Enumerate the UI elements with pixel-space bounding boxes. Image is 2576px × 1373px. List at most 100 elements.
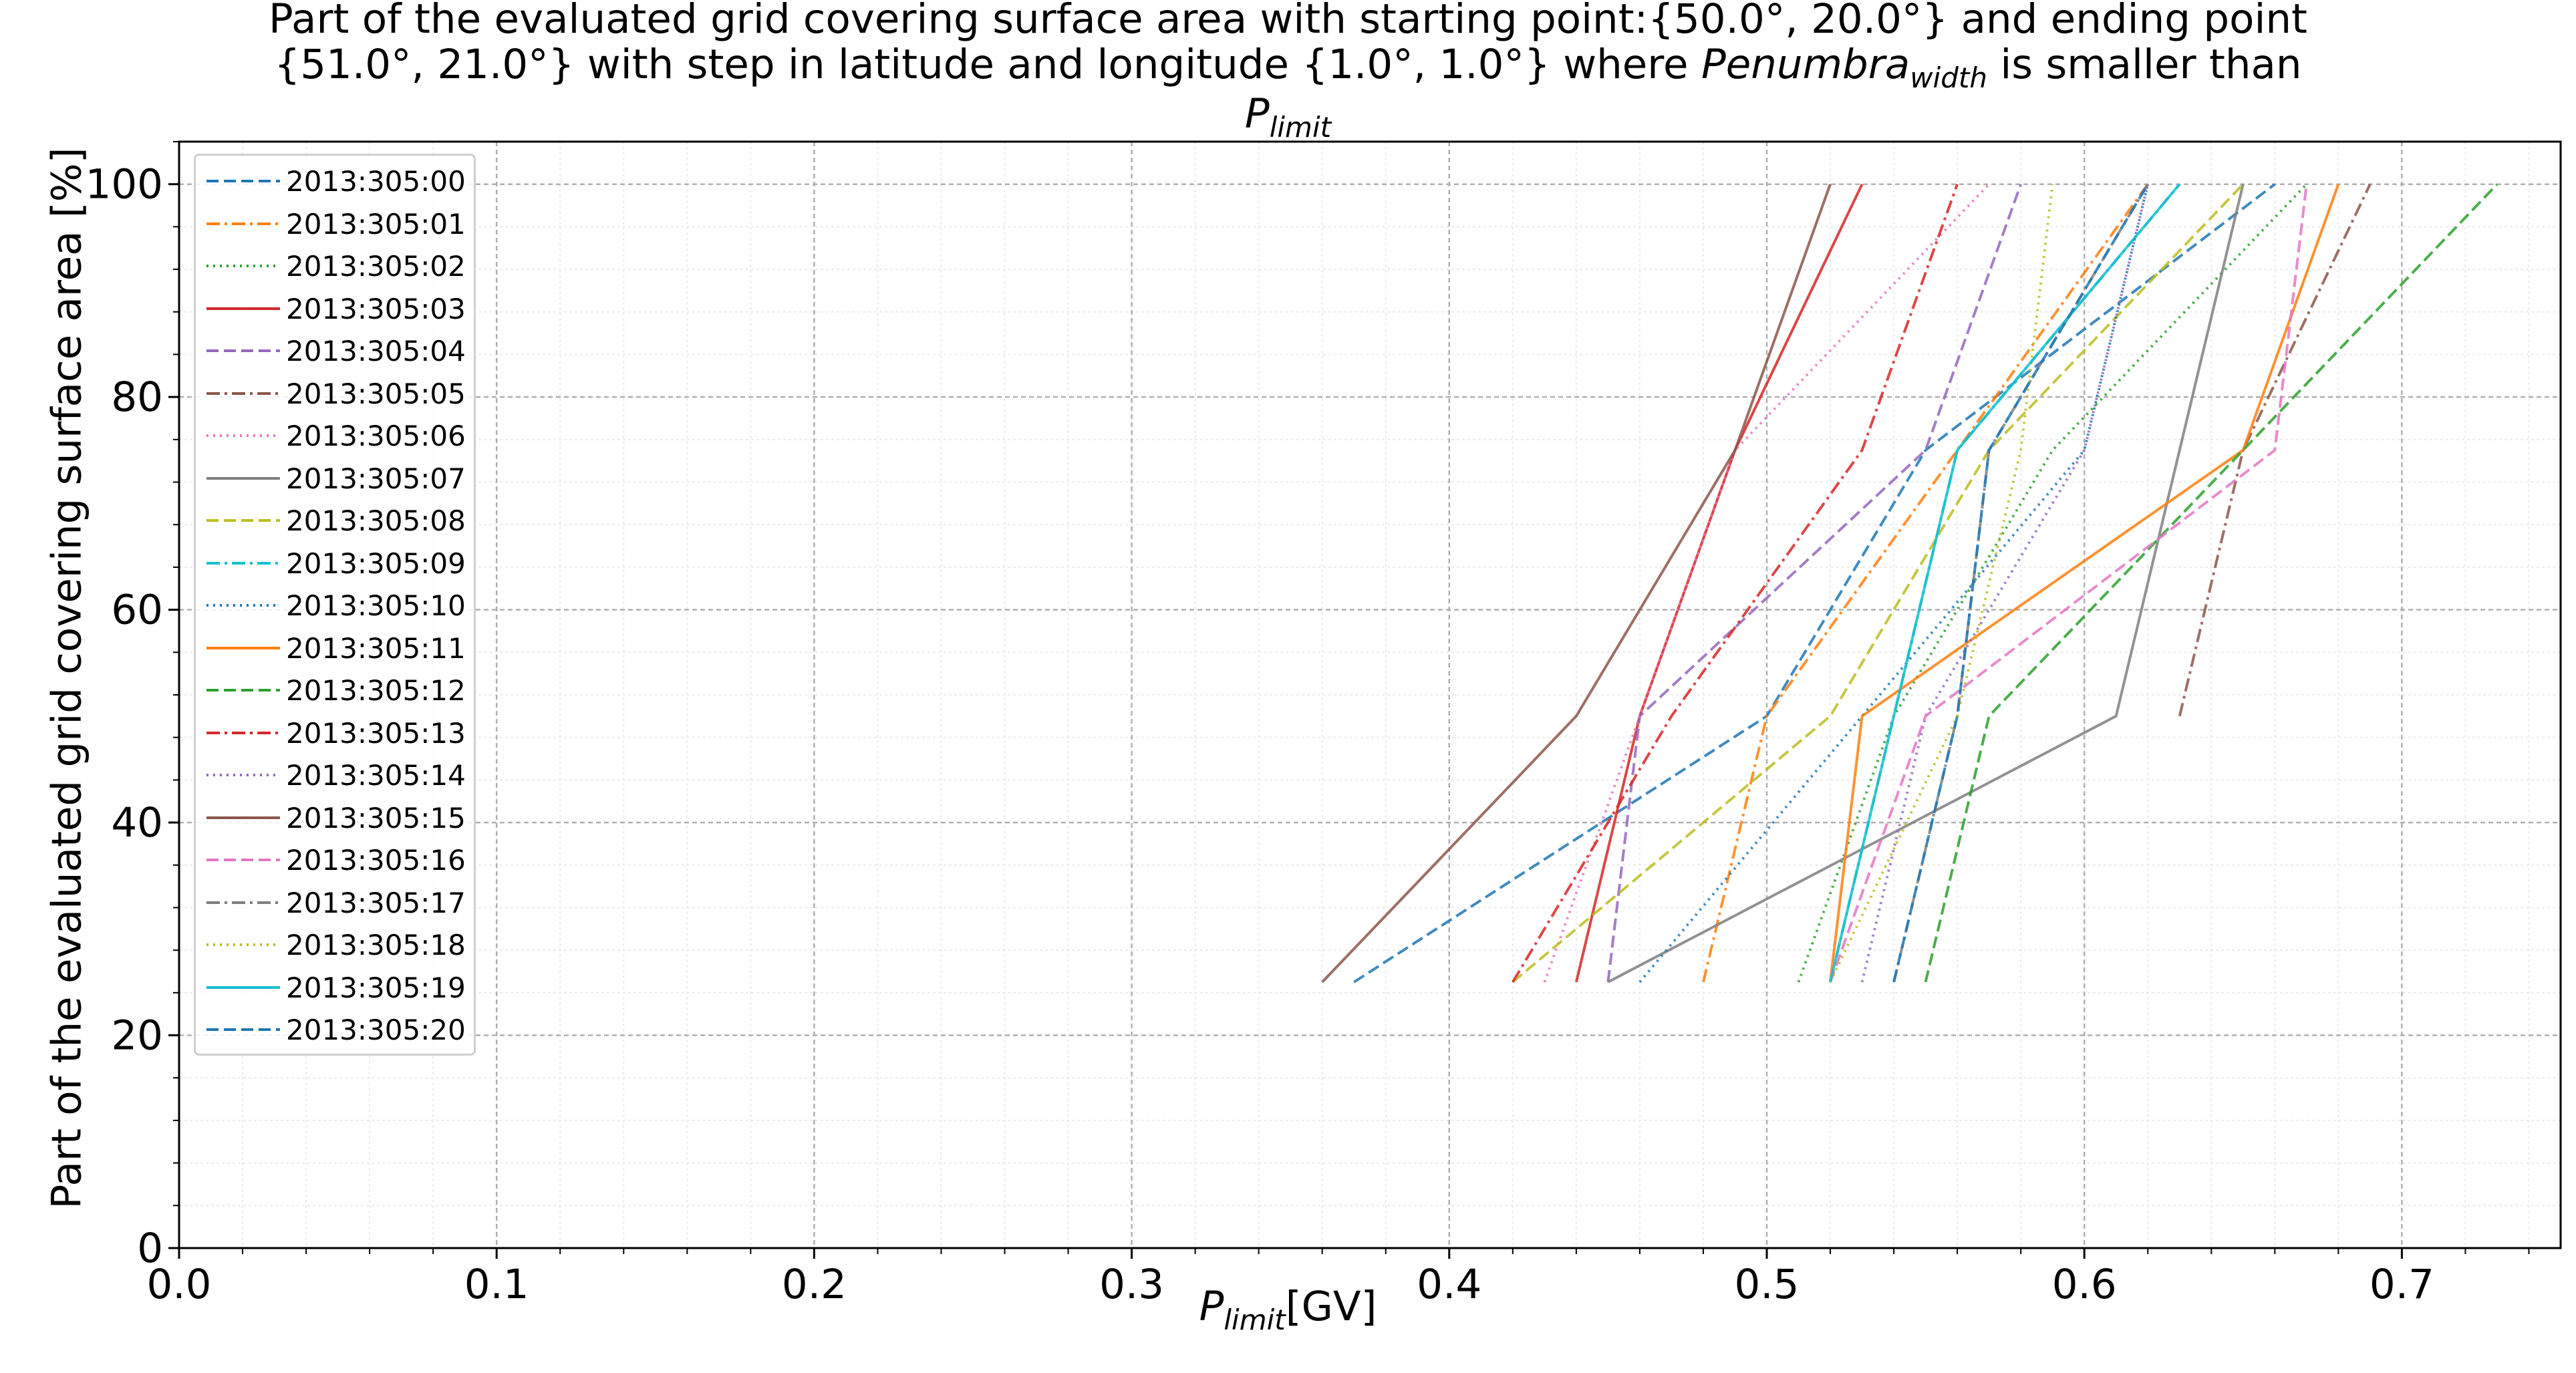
legend-swatch [206, 519, 280, 522]
series-line-2013-305-03 [1574, 183, 1864, 983]
legend-label: 2013:305:04 [286, 335, 466, 367]
axis-ticks: 0.0 0.1 0.2 0.3 0.4 0.5 0.6 0.7 0 20 40 60 80 100 [86, 141, 2530, 1308]
legend-item: 2013:305:05 [196, 373, 474, 414]
legend-swatch [206, 1028, 280, 1031]
chart-title-p: P [1244, 90, 1270, 138]
legend-label: 2013:305:19 [286, 971, 466, 1004]
legend-item: 2013:305:01 [196, 204, 474, 244]
legend: 2013:305:00 2013:305:01 2013:305:02 2013:30… [194, 154, 476, 1056]
legend-label: 2013:305:00 [286, 165, 466, 198]
legend-swatch [206, 646, 280, 649]
plot-frame [178, 140, 2562, 1249]
legend-label: 2013:305:14 [286, 759, 466, 792]
legend-label: 2013:305:03 [286, 292, 466, 325]
series-line-2013-305-01 [1702, 183, 2149, 983]
legend-swatch [206, 265, 280, 267]
chart-title-line-2-text: {51.0°, 21.0°} with step in latitude and… [274, 41, 1701, 88]
legend-item: 2013:305:13 [196, 713, 474, 753]
legend-item: 2013:305:17 [196, 883, 474, 923]
legend-label: 2013:305:09 [286, 547, 466, 580]
x-axis-label-p: P [1199, 1283, 1224, 1330]
legend-swatch [206, 901, 280, 904]
y-tick-label: 60 [111, 587, 163, 634]
series-line-2013-305-08 [1512, 183, 2245, 983]
x-tick-label: 0.2 [782, 1261, 847, 1308]
legend-item: 2013:305:07 [196, 458, 474, 498]
series-line-2013-305-07 [1607, 184, 2245, 983]
chart-title-penumbra: Penumbra [1701, 41, 1910, 88]
legend-label: 2013:305:13 [286, 716, 466, 750]
legend-item: 2013:305:04 [196, 331, 474, 371]
chart-title-line-3: Plimit [0, 91, 2576, 151]
series-line-2013-305-13 [1512, 184, 1959, 983]
legend-item: 2013:305:08 [196, 500, 474, 541]
legend-label: 2013:305:02 [286, 250, 466, 283]
chart-title-line-1: Part of the evaluated grid covering surf… [269, 0, 2307, 43]
legend-swatch [206, 180, 280, 182]
series-line-2013-305-00 [1353, 183, 2276, 983]
legend-swatch [206, 392, 280, 395]
major-grid [178, 142, 2561, 1249]
legend-item: 2013:305:14 [196, 755, 474, 795]
chart-title-line-2-end: is smaller than [1987, 41, 2302, 88]
legend-item: 2013:305:15 [196, 798, 474, 838]
series-line-2013-305-10 [1638, 184, 2150, 983]
y-tick-label: 100 [86, 161, 163, 208]
legend-swatch [206, 774, 280, 776]
legend-label: 2013:305:17 [286, 886, 466, 919]
legend-swatch [206, 943, 280, 946]
series-line-2013-305-20 [1892, 183, 2149, 983]
legend-item: 2013:305:19 [196, 967, 474, 1008]
legend-item: 2013:305:20 [196, 1010, 474, 1050]
series-line-2013-305-18 [1829, 184, 2054, 983]
legend-item: 2013:305:11 [196, 628, 474, 668]
legend-item: 2013:305:03 [196, 289, 474, 329]
legend-swatch [206, 985, 280, 989]
legend-item: 2013:305:18 [196, 925, 474, 965]
chart-title-width-subscript: width [1910, 61, 1987, 94]
legend-label: 2013:305:11 [286, 631, 466, 665]
legend-label: 2013:305:12 [286, 674, 466, 707]
y-axis-label: Part of the evaluated grid covering surf… [43, 147, 91, 1209]
y-tick-label: 0 [137, 1225, 163, 1272]
legend-item: 2013:305:00 [196, 161, 474, 201]
legend-swatch [206, 859, 280, 861]
legend-swatch [206, 476, 280, 480]
legend-item: 2013:305:06 [196, 416, 474, 456]
x-tick-label: 0.6 [2052, 1261, 2117, 1308]
legend-swatch [206, 561, 280, 565]
legend-item: 2013:305:02 [196, 246, 474, 286]
legend-label: 2013:305:10 [286, 589, 466, 622]
legend-item: 2013:305:16 [196, 840, 474, 880]
y-tick-label: 20 [111, 1012, 163, 1060]
legend-item: 2013:305:09 [196, 543, 474, 583]
minor-grid [179, 141, 2561, 1248]
x-tick-label: 0.1 [464, 1261, 529, 1308]
chart-title-line-2: {51.0°, 21.0°} with step in latitude and… [0, 41, 2576, 102]
legend-label: 2013:305:16 [286, 844, 466, 877]
legend-swatch [206, 222, 280, 225]
x-tick-label: 0.7 [2370, 1261, 2434, 1308]
x-tick-label: 0.4 [1417, 1261, 1481, 1308]
legend-swatch [206, 307, 280, 310]
legend-label: 2013:305:18 [286, 929, 466, 961]
series-line-2013-305-14 [1860, 184, 2150, 983]
x-axis-label: Plimit[GV] [0, 1283, 2576, 1336]
legend-swatch [206, 689, 280, 692]
series-line-2013-305-04 [1606, 184, 2023, 983]
legend-label: 2013:305:15 [286, 801, 466, 834]
legend-label: 2013:305:20 [286, 1014, 466, 1046]
legend-label: 2013:305:06 [286, 420, 466, 452]
legend-swatch [206, 816, 280, 819]
legend-label: 2013:305:07 [286, 462, 466, 495]
legend-item: 2013:305:12 [196, 670, 474, 710]
chart-title-limit-subscript: limit [1269, 111, 1332, 144]
x-tick-label: 0.3 [1099, 1261, 1164, 1308]
x-axis-label-unit: [GV] [1285, 1283, 1377, 1330]
series-layer [1321, 183, 2498, 983]
y-tick-label: 40 [111, 799, 163, 847]
legend-swatch [206, 604, 280, 607]
legend-item: 2013:305:10 [196, 585, 474, 625]
legend-label: 2013:305:01 [286, 207, 466, 241]
